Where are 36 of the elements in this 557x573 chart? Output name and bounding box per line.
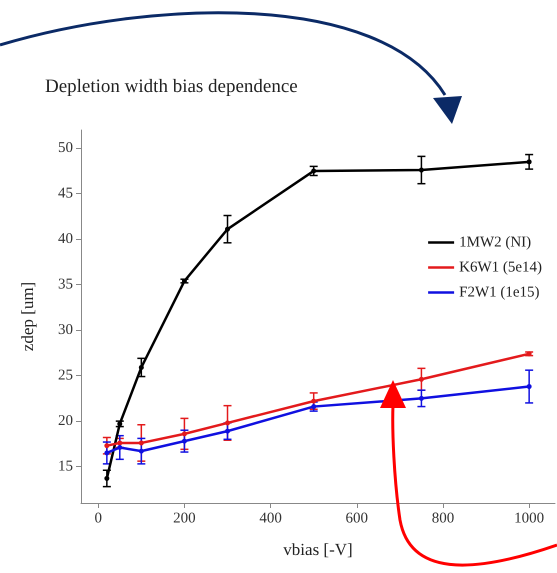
y-tick-label: 15 xyxy=(58,458,73,475)
point xyxy=(138,364,144,370)
x-tick-label: 1000 xyxy=(514,510,544,526)
x-tick-label: 600 xyxy=(346,510,368,526)
point xyxy=(526,384,532,390)
y-tick-label: 20 xyxy=(58,413,73,430)
point xyxy=(418,168,424,173)
point xyxy=(104,476,110,481)
point xyxy=(138,440,144,446)
point xyxy=(138,448,144,454)
x-tick-label: 200 xyxy=(173,510,196,526)
legend-label: K6W1 (5e14) xyxy=(459,260,542,276)
x-tick-label: 400 xyxy=(259,510,282,526)
legend-label: 1MW2 (NI) xyxy=(459,234,532,250)
x-axis-title: vbias [-V] xyxy=(283,540,353,559)
point xyxy=(182,438,187,444)
point xyxy=(225,428,230,434)
point xyxy=(182,431,187,436)
y-tick-label: 50 xyxy=(58,140,73,156)
y-tick-label: 40 xyxy=(58,231,73,248)
point xyxy=(225,226,230,232)
point xyxy=(104,443,110,448)
legend-label: F2W1 (1e15) xyxy=(459,284,540,300)
y-axis-title: zdep [um] xyxy=(18,282,37,352)
point xyxy=(104,450,110,456)
point xyxy=(418,376,424,382)
point xyxy=(311,398,316,404)
chart-title: Depletion width bias dependence xyxy=(45,76,298,97)
y-tick-label: 30 xyxy=(58,322,73,338)
point xyxy=(526,159,532,164)
point xyxy=(418,396,424,401)
y-tick-label: 45 xyxy=(58,186,73,202)
x-tick-label: 0 xyxy=(94,510,102,526)
y-tick-label: 35 xyxy=(58,276,73,293)
y-tick-label: 25 xyxy=(58,368,73,384)
x-tick-label: 800 xyxy=(432,510,454,526)
